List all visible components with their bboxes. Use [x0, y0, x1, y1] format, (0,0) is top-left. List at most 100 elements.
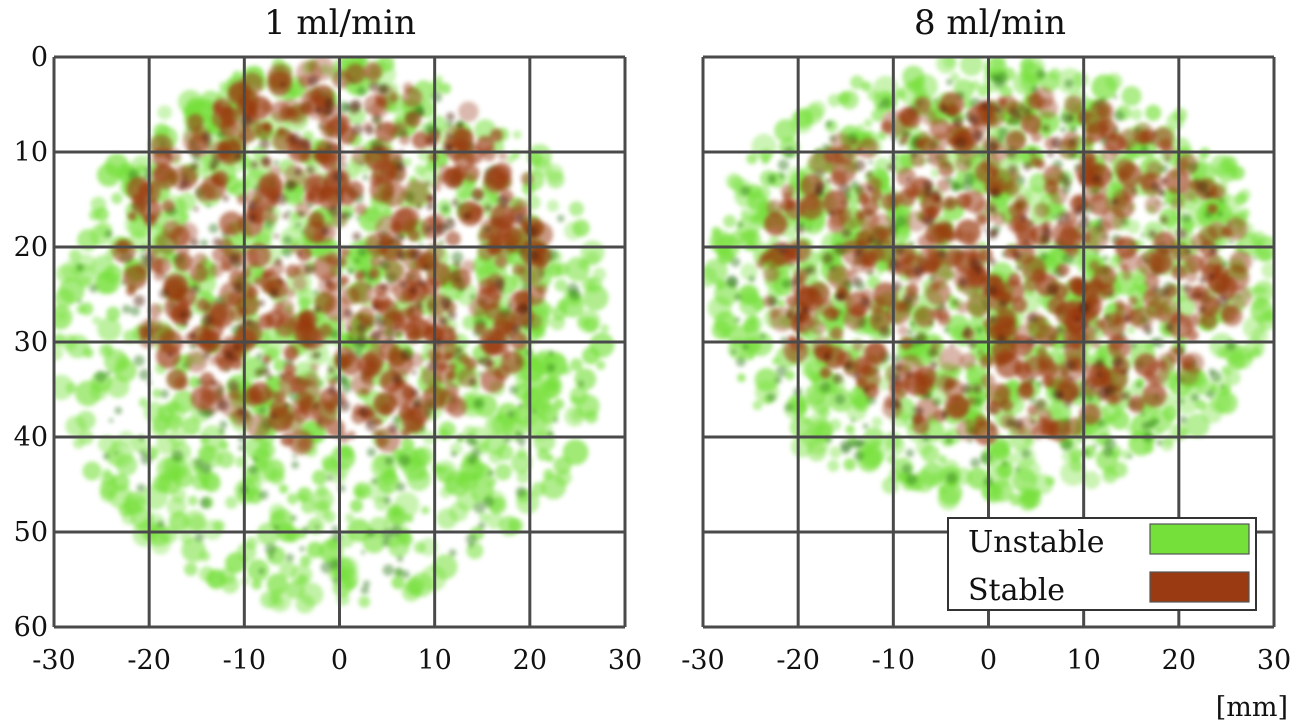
- stable-pore: [1182, 283, 1192, 293]
- stable-cell: [267, 64, 293, 89]
- stable-cell: [381, 182, 407, 208]
- stable-pore: [1019, 213, 1028, 222]
- unstable-pore: [819, 381, 831, 393]
- unstable-cell: [273, 358, 287, 372]
- stable-pore: [217, 399, 229, 411]
- stable-pore: [852, 372, 861, 380]
- unstable-cell: [82, 461, 102, 481]
- unstable-cell: [965, 368, 983, 386]
- unstable-pore: [748, 275, 756, 283]
- stable-pore: [266, 373, 272, 380]
- stable-cell: [404, 111, 422, 128]
- stable-pore: [1197, 291, 1204, 298]
- stable-pore: [1016, 265, 1022, 271]
- stable-pore: [188, 331, 197, 340]
- stable-cell: [1101, 124, 1110, 133]
- stable-pore: [388, 423, 399, 434]
- unstable-cell: [1209, 333, 1235, 359]
- unstable-cell: [297, 287, 316, 307]
- stable-pore: [298, 211, 305, 218]
- unstable-pore: [1092, 444, 1097, 449]
- stable-pore: [234, 151, 244, 161]
- stable-pore: [1029, 375, 1036, 382]
- unstable-cell: [943, 57, 956, 68]
- stable-pore: [1009, 107, 1020, 118]
- stable-cell: [350, 281, 374, 304]
- stable-pore: [447, 143, 453, 149]
- stable-cell: [150, 134, 173, 158]
- stable-pore: [378, 329, 384, 335]
- stable-pore: [299, 138, 311, 150]
- stable-cell: [1152, 127, 1174, 149]
- stable-cell: [1145, 196, 1162, 214]
- stable-pore: [416, 301, 424, 309]
- stable-pore: [427, 360, 439, 372]
- unstable-pore: [1113, 110, 1125, 122]
- stable-pore: [305, 165, 315, 175]
- unstable-pore: [354, 258, 360, 264]
- stable-pore: [853, 159, 866, 172]
- stable-pore: [212, 237, 222, 247]
- legend: Unstable Stable: [947, 517, 1257, 611]
- unstable-pore: [473, 398, 485, 409]
- stable-cell: [1165, 284, 1179, 298]
- unstable-pore: [1127, 454, 1133, 459]
- stable-cell: [956, 301, 969, 314]
- unstable-pore: [156, 520, 165, 529]
- stable-pore: [223, 349, 235, 361]
- unstable-pore: [473, 501, 486, 514]
- unstable-pore: [515, 433, 527, 445]
- unstable-cell: [97, 317, 122, 342]
- stable-pore: [1068, 138, 1076, 146]
- stable-cell: [238, 248, 260, 270]
- unstable-pore: [775, 365, 788, 378]
- unstable-cell: [510, 452, 533, 474]
- unstable-cell: [516, 470, 530, 484]
- stable-pore: [427, 194, 435, 201]
- unstable-pore: [1039, 252, 1048, 261]
- stable-cell: [202, 337, 215, 350]
- stable-pore: [1164, 323, 1174, 332]
- unstable-pore: [465, 533, 477, 545]
- unstable-pore: [130, 306, 140, 316]
- unstable-pore: [507, 410, 515, 419]
- unstable-cell: [1069, 447, 1083, 462]
- stable-pore: [1185, 247, 1192, 255]
- unstable-pore: [208, 223, 219, 234]
- unstable-cell: [187, 495, 199, 506]
- stable-cell: [1128, 394, 1145, 412]
- unstable-pore: [1064, 79, 1074, 89]
- panel-8ml-min: 8 ml/min -30 -20 -10 0 10 20 30: [681, 3, 1291, 676]
- stable-pore: [372, 303, 379, 311]
- stable-cell: [402, 87, 423, 108]
- unstable-pore: [332, 578, 338, 584]
- unstable-cell: [321, 455, 337, 471]
- unstable-cell: [1009, 493, 1022, 506]
- stable-cell: [403, 179, 429, 206]
- unstable-cell: [188, 376, 201, 389]
- unstable-pore: [320, 561, 333, 574]
- stable-cell: [411, 131, 430, 150]
- stable-cell: [448, 362, 457, 371]
- stable-cell: [858, 193, 870, 205]
- unstable-cell: [156, 404, 174, 422]
- unstable-pore: [383, 496, 392, 505]
- unstable-pore: [1156, 439, 1163, 446]
- stable-pore: [311, 351, 320, 360]
- stable-pore: [318, 419, 322, 424]
- stable-pore: [456, 346, 463, 354]
- stable-pore: [972, 383, 982, 394]
- unstable-cell: [485, 511, 504, 530]
- stable-cell: [444, 351, 454, 361]
- unstable-pore: [825, 120, 833, 128]
- unstable-cell: [151, 420, 168, 438]
- stable-pore: [409, 249, 421, 261]
- stable-pore: [1013, 251, 1022, 260]
- unstable-pore: [291, 461, 299, 469]
- unstable-cell: [850, 75, 865, 90]
- unstable-cell: [260, 591, 278, 609]
- unstable-cell: [754, 368, 779, 392]
- unstable-cell: [399, 532, 413, 547]
- unstable-cell: [790, 435, 813, 458]
- stable-pore: [1144, 258, 1150, 264]
